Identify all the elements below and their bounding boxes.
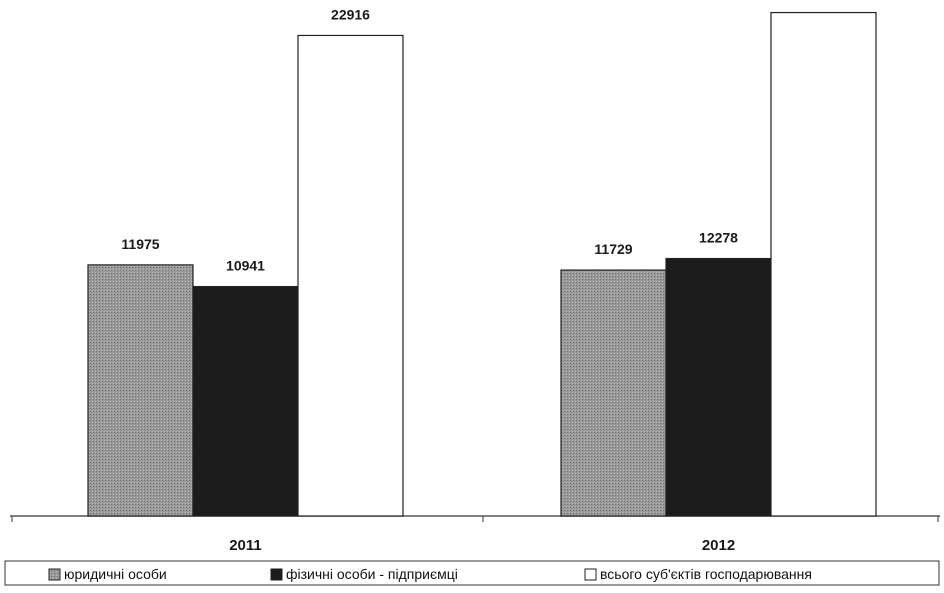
data-label: 22916 bbox=[331, 6, 370, 22]
legend-label: юридичні особи bbox=[64, 566, 167, 582]
x-tick-label: 2011 bbox=[229, 537, 262, 554]
bar bbox=[665, 257, 772, 517]
data-label: 11975 bbox=[121, 236, 159, 252]
legend-label: всього суб'єктів господарювання bbox=[600, 566, 812, 582]
legend-box bbox=[4, 560, 940, 586]
data-label: 12278 bbox=[699, 230, 738, 246]
data-label: 11729 bbox=[594, 241, 632, 257]
legend: юридичні особи фізичні особи - підприємці… bbox=[4, 560, 940, 586]
plot-area: 11975109412291620111172912278240072012 bbox=[10, 6, 940, 554]
bar bbox=[770, 11, 877, 517]
bar bbox=[192, 285, 299, 517]
bar bbox=[87, 264, 194, 517]
bar bbox=[560, 269, 667, 517]
legend-label: фізичні особи - підприємці bbox=[286, 566, 458, 582]
x-tick-label: 2012 bbox=[702, 537, 735, 554]
data-label: 10941 bbox=[226, 258, 265, 274]
legend-swatch bbox=[584, 568, 597, 581]
legend-swatch bbox=[48, 568, 61, 581]
bar bbox=[297, 34, 404, 517]
legend-swatch bbox=[270, 568, 283, 581]
